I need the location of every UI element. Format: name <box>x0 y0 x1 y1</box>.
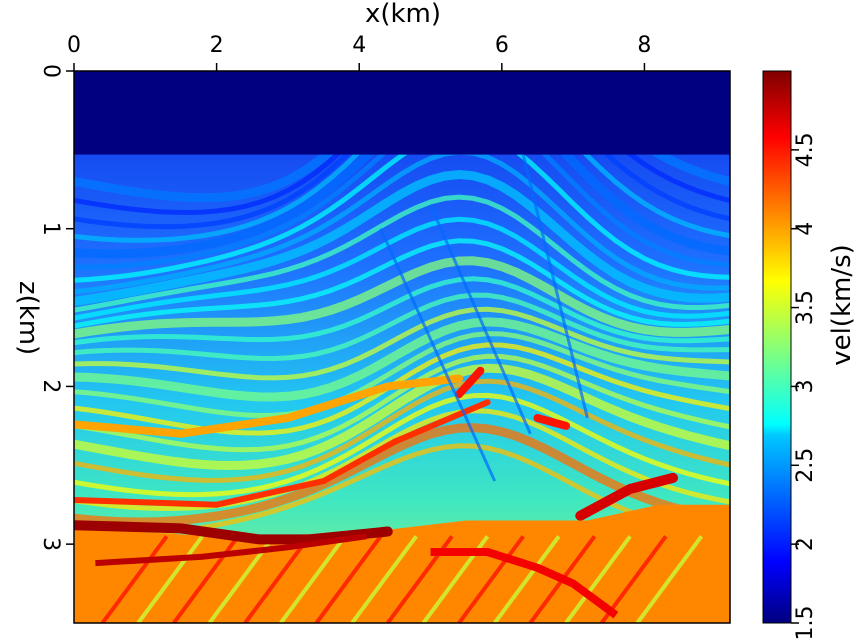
reflector-layer <box>74 374 463 438</box>
basement-layer <box>74 504 730 623</box>
x-tick-label: 8 <box>637 33 651 58</box>
basement-strata <box>564 535 632 623</box>
colorbar-label: vel(km/s) <box>827 244 857 366</box>
y-axis-label: z(km) <box>13 281 43 355</box>
y-axis-ticks: 0 1 2 3 <box>38 64 74 551</box>
x-axis-label: x(km) <box>365 0 441 29</box>
colorbar-tick-label: 2.5 <box>793 448 818 483</box>
reflector-layer <box>533 414 570 430</box>
unconformity-streak <box>74 520 393 545</box>
basement-strata <box>100 535 169 623</box>
strata-band <box>74 292 730 362</box>
y-tick-label: 0 <box>38 64 63 78</box>
basement-strata <box>350 535 418 623</box>
reflector-layer <box>575 472 678 521</box>
strata-band <box>74 363 730 471</box>
basement-strata <box>457 535 525 623</box>
basement-strata <box>136 535 204 623</box>
x-tick-label: 6 <box>495 33 509 58</box>
strata-band <box>74 169 730 306</box>
velocity-heatmap <box>74 71 730 623</box>
colorbar-tick-label: 2 <box>793 537 818 551</box>
plot-frame <box>73 70 731 624</box>
strata-band <box>74 423 730 527</box>
strata-band <box>74 149 730 295</box>
strata-band <box>74 127 730 283</box>
colorbar-ticks: 1.5 2 2.5 3 3.5 4 4.5 <box>791 132 818 641</box>
strata-band <box>74 276 730 346</box>
basement-strata <box>279 535 347 623</box>
strata-band <box>74 306 730 381</box>
basement-strata <box>172 535 240 623</box>
reflector-layer <box>74 399 491 508</box>
y-tick-label: 1 <box>38 222 63 236</box>
strata-band <box>74 238 730 329</box>
fault-plane <box>521 154 589 419</box>
fault-plane <box>379 228 497 482</box>
x-tick-label: 4 <box>352 33 366 58</box>
water-layer <box>74 71 730 155</box>
y-tick-label: 3 <box>38 537 63 551</box>
y-tick-label: 2 <box>38 379 63 393</box>
colorbar-tick-label: 4 <box>793 222 818 236</box>
colorbar-gradient <box>762 70 792 624</box>
x-tick-label: 2 <box>210 33 224 58</box>
strata-band <box>74 216 730 321</box>
x-axis-ticks: 0 2 4 6 8 <box>67 33 651 71</box>
strata-band <box>74 353 730 453</box>
x-tick-label: 0 <box>67 33 81 58</box>
strata-band <box>74 194 730 313</box>
colorbar: 1.5 2 2.5 3 3.5 4 4.5 vel(km/s) <box>762 70 857 641</box>
colorbar-tick-label: 4.5 <box>793 132 818 167</box>
strata-band <box>74 378 730 483</box>
basement-strata <box>314 535 383 623</box>
strata-band <box>74 392 730 498</box>
basement-curve <box>430 548 619 619</box>
colorbar-tick-label: 3 <box>793 379 818 393</box>
reflector-layer <box>455 366 485 399</box>
strata-band <box>74 331 730 419</box>
strata-band <box>74 408 730 511</box>
basement-strata <box>493 535 561 623</box>
unconformity-streak-lower <box>95 533 367 567</box>
colorbar-tick-label: 3.5 <box>793 290 818 325</box>
strata-band <box>74 317 730 402</box>
colorbar-tick-label: 1.5 <box>793 606 818 641</box>
basement-strata <box>635 535 704 623</box>
basement-strata <box>243 535 311 623</box>
fault-plane <box>429 204 532 435</box>
strata-band <box>74 342 730 436</box>
